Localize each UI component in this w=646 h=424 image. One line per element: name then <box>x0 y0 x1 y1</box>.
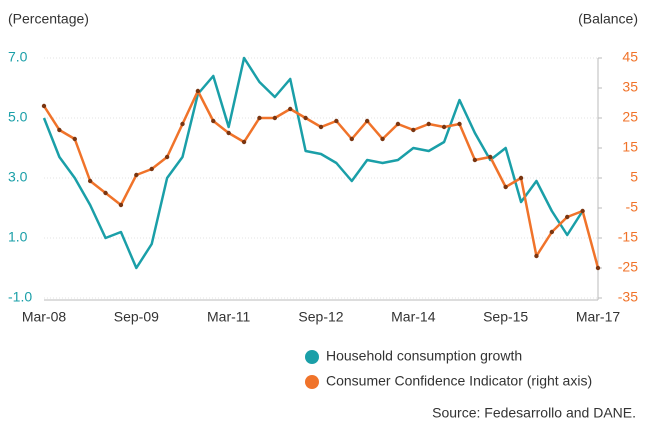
marker <box>257 115 262 121</box>
y2-tick-label: 25 <box>622 109 638 125</box>
y-tick-label: -1.0 <box>8 289 32 305</box>
legend-swatch <box>305 375 319 389</box>
y2-tick-label: -35 <box>618 289 638 305</box>
y2-tick-label: 45 <box>622 49 638 65</box>
marker <box>503 184 508 190</box>
marker <box>211 118 216 124</box>
y-tick-label: 5.0 <box>8 109 28 125</box>
y2-tick-label: -15 <box>618 229 638 245</box>
x-tick-label: Mar-14 <box>391 309 436 325</box>
marker <box>288 106 293 112</box>
marker <box>272 115 278 121</box>
marker <box>534 253 539 259</box>
y-tick-label: 7.0 <box>8 49 28 65</box>
marker <box>549 229 555 235</box>
x-tick-label: Mar-08 <box>22 309 67 325</box>
marker <box>241 139 247 145</box>
y2-tick-label: 35 <box>622 79 638 95</box>
marker <box>334 118 339 124</box>
marker <box>380 136 385 142</box>
y2-tick-label: 15 <box>622 139 638 155</box>
x-tick-label: Sep-15 <box>483 309 528 325</box>
marker <box>57 127 62 133</box>
y-tick-label: 1.0 <box>8 229 28 245</box>
marker <box>580 208 585 214</box>
marker <box>118 202 124 208</box>
x-tick-label: Mar-17 <box>576 309 621 325</box>
line <box>42 56 584 270</box>
x-tick-label: Sep-12 <box>298 309 343 325</box>
marker <box>488 154 493 160</box>
source: Source: Fedesarrollo and DANE. <box>432 405 636 421</box>
legend-label: Household consumption growth <box>326 348 522 364</box>
marker <box>103 190 108 196</box>
marker <box>41 103 47 109</box>
y2-axis-label: (Balance) <box>578 11 638 27</box>
y-tick-label: 3.0 <box>8 169 28 185</box>
y2-tick-label: -5 <box>626 199 639 215</box>
y-axis-label: (Percentage) <box>8 11 89 27</box>
marker <box>472 157 478 163</box>
y2-tick-label: 5 <box>630 169 638 185</box>
marker <box>87 178 93 184</box>
marker <box>303 115 308 121</box>
marker <box>164 154 170 160</box>
marker <box>149 166 154 172</box>
y2-tick-label: -25 <box>618 259 638 275</box>
marker <box>518 175 524 181</box>
legend-swatch <box>305 350 319 364</box>
legend-label: Consumer Confidence Indicator (right axi… <box>326 373 592 389</box>
marker <box>411 127 416 133</box>
marker <box>426 121 431 127</box>
marker <box>195 88 201 94</box>
marker <box>595 265 601 271</box>
marker <box>457 121 462 127</box>
x-tick-label: Mar-11 <box>207 309 251 325</box>
marker <box>395 121 401 127</box>
marker <box>364 118 370 124</box>
marker <box>318 124 324 130</box>
marker <box>349 136 354 142</box>
marker <box>72 136 77 142</box>
marker <box>134 172 139 178</box>
marker <box>226 130 231 136</box>
marker <box>180 121 185 127</box>
x-tick-label: Sep-09 <box>114 309 159 325</box>
marker <box>565 214 570 220</box>
marker <box>441 124 447 130</box>
